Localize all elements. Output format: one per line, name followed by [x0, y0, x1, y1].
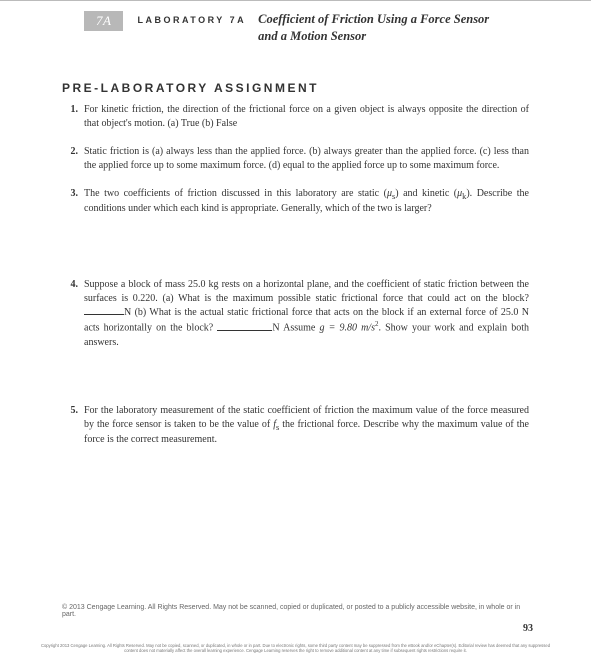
g-expr: g = 9.80 m/s: [319, 323, 375, 334]
question-body: For the laboratory measurement of the st…: [84, 404, 529, 448]
page-number: 93: [523, 623, 533, 634]
question-body: For kinetic friction, the direction of t…: [84, 103, 529, 131]
question-number: 4.: [62, 278, 78, 349]
title-line1: Coefficient of Friction Using a Force Se…: [258, 12, 489, 26]
question-number: 3.: [62, 187, 78, 217]
question-number: 5.: [62, 404, 78, 448]
copyright-notice: © 2013 Cengage Learning. All Rights Rese…: [62, 604, 529, 618]
question-3: 3. The two coefficients of friction disc…: [62, 187, 529, 217]
q3-mid: ) and kinetic (: [395, 188, 457, 199]
question-5: 5. For the laboratory measurement of the…: [62, 404, 529, 448]
question-1: 1. For kinetic friction, the direction o…: [62, 103, 529, 131]
q4-unit2: N Assume: [272, 323, 319, 334]
q4-p1: Suppose a block of mass 25.0 kg rests on…: [84, 279, 529, 304]
question-number: 2.: [62, 145, 78, 173]
header: 7A LABORATORY 7A Coefficient of Friction…: [0, 1, 591, 51]
title-line2: and a Motion Sensor: [258, 29, 366, 43]
page: 7A LABORATORY 7A Coefficient of Friction…: [0, 0, 591, 447]
question-body: Static friction is (a) always less than …: [84, 145, 529, 173]
question-2: 2. Static friction is (a) always less th…: [62, 145, 529, 173]
lab-label: LABORATORY 7A: [137, 15, 246, 25]
q3-pre: The two coefficients of friction discuss…: [84, 188, 387, 199]
answer-blank: [217, 322, 272, 331]
lab-title: Coefficient of Friction Using a Force Se…: [258, 11, 489, 45]
questions-list: 1. For kinetic friction, the direction o…: [0, 103, 591, 448]
question-body: The two coefficients of friction discuss…: [84, 187, 529, 217]
question-body: Suppose a block of mass 25.0 kg rests on…: [84, 278, 529, 349]
question-number: 1.: [62, 103, 78, 131]
chapter-tab: 7A: [84, 11, 123, 31]
answer-blank: [84, 307, 124, 316]
legal-fineprint: Copyright 2013 Cengage Learning. All Rig…: [40, 643, 551, 654]
question-4: 4. Suppose a block of mass 25.0 kg rests…: [62, 278, 529, 349]
section-heading: PRE-LABORATORY ASSIGNMENT: [62, 81, 591, 95]
